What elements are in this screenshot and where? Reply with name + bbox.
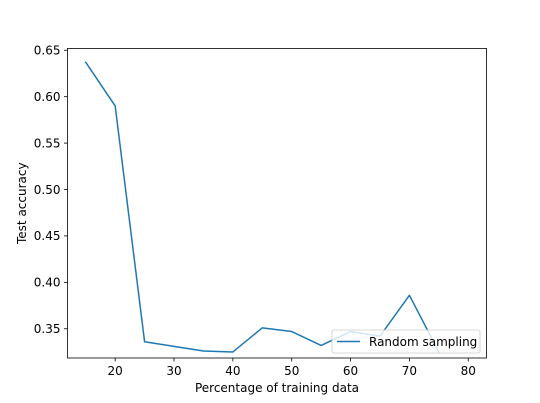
- x-tick-label: 60: [343, 364, 358, 378]
- x-tick-label: 70: [402, 364, 417, 378]
- y-axis-ticks: 0.35 0.40 0.45 0.50 0.55 0.60 0.65: [34, 44, 68, 336]
- y-tick-label: 0.50: [34, 183, 61, 197]
- plot-frame: [67, 48, 487, 359]
- x-tick-label: 40: [225, 364, 240, 378]
- y-tick-label: 0.35: [34, 322, 61, 336]
- y-tick-label: 0.45: [34, 229, 61, 243]
- x-tick-label: 30: [166, 364, 181, 378]
- legend: Random sampling: [331, 329, 481, 354]
- x-tick-label: 50: [284, 364, 299, 378]
- y-tick-label: 0.40: [34, 276, 61, 290]
- plot-area: [67, 48, 487, 359]
- y-tick-label: 0.60: [34, 90, 61, 104]
- x-axis-label: Percentage of training data: [195, 381, 359, 395]
- legend-box: [331, 329, 481, 354]
- x-axis-ticks: 20 30 40 50 60 70 80: [108, 358, 476, 378]
- x-tick-label: 80: [461, 364, 476, 378]
- y-tick-label: 0.65: [34, 44, 61, 58]
- legend-label-random-sampling: Random sampling: [369, 335, 477, 349]
- y-axis-label: Test accuracy: [15, 162, 29, 245]
- y-tick-label: 0.55: [34, 136, 61, 150]
- x-tick-label: 20: [108, 364, 123, 378]
